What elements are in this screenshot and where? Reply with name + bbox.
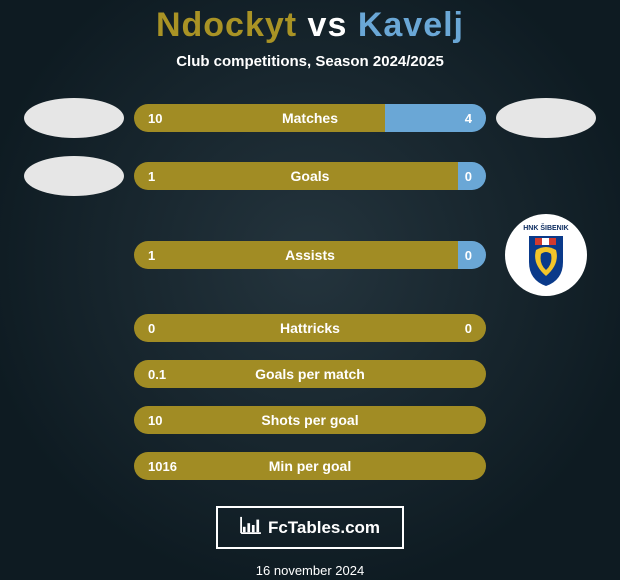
comparison-row: 1016Min per goal	[0, 452, 620, 480]
stat-bar: 0.1Goals per match	[134, 360, 486, 388]
stat-bar: 10Shots per goal	[134, 406, 486, 434]
comparison-row: 0.1Goals per match	[0, 360, 620, 388]
stat-bar: 10Goals	[134, 162, 486, 190]
comparison-row: 104Matches	[0, 98, 620, 138]
stat-label: Goals	[134, 162, 486, 190]
comparison-row: 10Shots per goal	[0, 406, 620, 434]
stat-bar: 104Matches	[134, 104, 486, 132]
stat-bar: 00Hattricks	[134, 314, 486, 342]
brand-box: FcTables.com	[216, 506, 404, 549]
stat-label: Min per goal	[134, 452, 486, 480]
comparison-row: 10Goals	[0, 156, 620, 196]
stat-label: Matches	[134, 104, 486, 132]
row-side-left	[14, 98, 134, 138]
comparison-rows: 104Matches 10Goals 10Assists HNK ŠIBENIK 0…	[0, 98, 620, 480]
comparison-row: 00Hattricks	[0, 314, 620, 342]
page-title: Ndockyt vs Kavelj	[156, 6, 464, 45]
content-root: Ndockyt vs Kavelj Club competitions, Sea…	[0, 0, 620, 580]
club-logo-placeholder	[24, 98, 124, 138]
title-player-left: Ndockyt	[156, 6, 297, 44]
brand-text: FcTables.com	[268, 518, 380, 538]
stat-bar: 1016Min per goal	[134, 452, 486, 480]
stat-label: Assists	[134, 241, 486, 269]
svg-text:HNK ŠIBENIK: HNK ŠIBENIK	[523, 223, 569, 232]
title-player-right: Kavelj	[358, 6, 464, 44]
brand-chart-icon	[240, 516, 262, 539]
subtitle: Club competitions, Season 2024/2025	[176, 53, 444, 70]
title-vs: vs	[297, 6, 358, 44]
date-text: 16 november 2024	[256, 563, 364, 578]
club-logo-placeholder	[24, 156, 124, 196]
row-side-right: HNK ŠIBENIK	[486, 214, 606, 296]
stat-label: Goals per match	[134, 360, 486, 388]
stat-bar: 10Assists	[134, 241, 486, 269]
row-side-left	[14, 156, 134, 196]
comparison-row: 10Assists HNK ŠIBENIK	[0, 214, 620, 296]
club-badge-sibenik: HNK ŠIBENIK	[505, 214, 587, 296]
club-logo-placeholder	[496, 98, 596, 138]
stat-label: Shots per goal	[134, 406, 486, 434]
row-side-right	[486, 98, 606, 138]
stat-label: Hattricks	[134, 314, 486, 342]
